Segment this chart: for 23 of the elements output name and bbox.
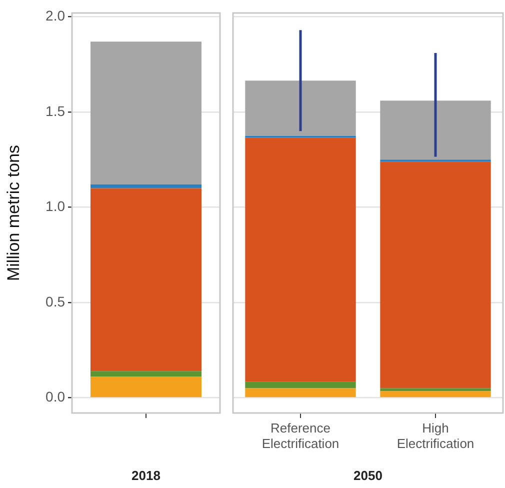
y-tick-label: 0.5 bbox=[46, 293, 66, 310]
x-tick-label: Reference Electrification bbox=[262, 420, 340, 451]
y-tick-label: 1.5 bbox=[46, 102, 66, 119]
y-tick-label: 0.0 bbox=[46, 388, 66, 405]
bar bbox=[90, 42, 202, 184]
y-tick-label: 2.0 bbox=[46, 8, 66, 24]
x-axis-title: 2018 bbox=[132, 468, 160, 483]
bar bbox=[90, 184, 202, 188]
bar bbox=[245, 388, 356, 398]
bar bbox=[380, 100, 491, 160]
bar bbox=[245, 138, 356, 382]
y-tick-label: 1.0 bbox=[46, 198, 66, 214]
bar bbox=[90, 188, 202, 372]
bar bbox=[245, 382, 356, 388]
bar bbox=[90, 371, 202, 377]
bar bbox=[245, 80, 356, 136]
y-axis-title: Million metric tons bbox=[4, 144, 23, 282]
bar bbox=[380, 388, 491, 392]
bar bbox=[380, 162, 491, 388]
x-axis-title: 2050 bbox=[354, 468, 382, 483]
bar bbox=[90, 376, 202, 398]
bar bbox=[380, 391, 491, 398]
x-tick-label: High Electrification bbox=[396, 420, 474, 451]
